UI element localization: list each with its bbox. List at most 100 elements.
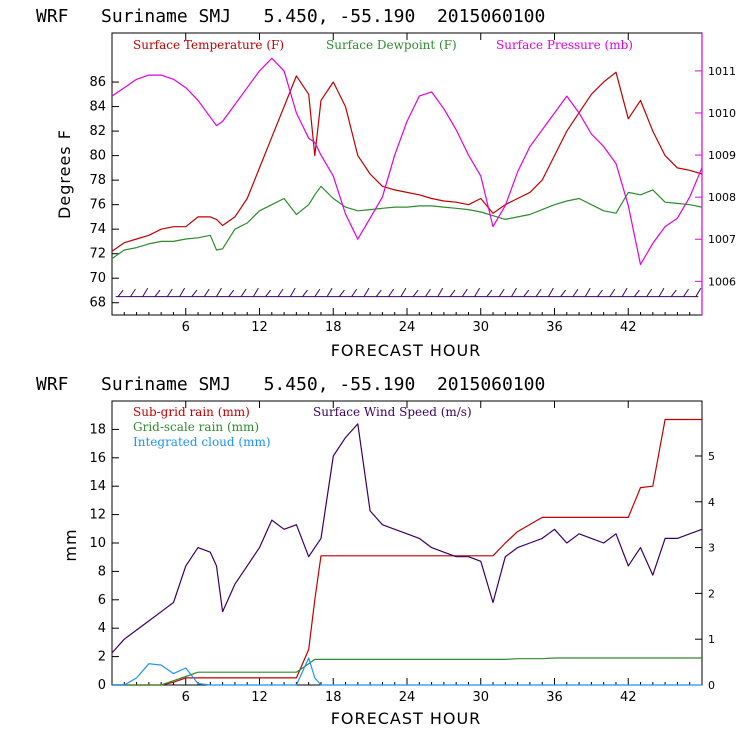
- wind-barb: [228, 289, 235, 297]
- wind-barb: [117, 289, 124, 297]
- x-tick-label: 12: [251, 320, 268, 335]
- y2-ticks: 1006 1007 1008 1009 1010 1011: [695, 65, 736, 288]
- wind-barb: [191, 289, 198, 297]
- x-tick-label: 24: [399, 320, 416, 335]
- legend-pressure: Surface Pressure (mb): [496, 38, 633, 52]
- wind-barb: [375, 289, 382, 297]
- wind-barb: [597, 289, 603, 297]
- chart-title: WRF Suriname SMJ 5.450, -55.190 20150601…: [36, 374, 545, 395]
- series-line-surface-wind-speed: [111, 423, 703, 654]
- wind-barb: [425, 288, 431, 297]
- wind-barb: [658, 287, 665, 297]
- x-tick-label: 6: [182, 690, 190, 705]
- y-tick-label: 0: [98, 678, 106, 693]
- wind-barbs: [115, 287, 702, 298]
- y2-tick-label: 4: [708, 496, 715, 509]
- wind-barb: [498, 288, 505, 297]
- wind-barb: [338, 289, 345, 297]
- wind-barb: [646, 288, 653, 297]
- y2-tick-label: 1009: [708, 149, 736, 162]
- x-tick-label: 30: [472, 690, 489, 705]
- y2-tick-label: 1006: [708, 275, 736, 288]
- wind-barb: [314, 288, 321, 297]
- wind-barb: [449, 289, 456, 297]
- y-ticks: 68 70 72 74 76 78 80 82 84 86: [89, 75, 119, 311]
- y-tick-label: 14: [89, 479, 106, 494]
- series-lines: [111, 57, 703, 266]
- wind-barb: [461, 288, 468, 297]
- chart-title: WRF Suriname SMJ 5.450, -55.190 20150601…: [36, 6, 545, 27]
- x-axis-label: FORECAST HOUR: [331, 341, 482, 360]
- y-ticks: 0 2 4 6 8 10 12 14 16 18: [89, 422, 119, 693]
- y-tick-label: 76: [89, 198, 106, 213]
- wind-barb: [535, 288, 542, 297]
- series-line-surface-temperature: [111, 71, 703, 252]
- y2-tick-label: 1008: [708, 191, 736, 204]
- series-line-sub-grid-rain: [112, 418, 702, 686]
- y2-tick-label: 5: [708, 450, 715, 463]
- wind-barb: [400, 287, 407, 297]
- wind-barb: [683, 288, 689, 297]
- x-tick-label: 6: [182, 320, 190, 335]
- y-axis-label: Degrees F: [55, 129, 74, 219]
- y-tick-label: 78: [89, 173, 106, 188]
- wind-barb: [584, 287, 591, 297]
- wind-barb: [547, 287, 554, 297]
- y-tick-label: 4: [98, 621, 106, 636]
- legend-temperature: Surface Temperature (F): [133, 38, 284, 52]
- chart-rain-wind: WRF Suriname SMJ 5.450, -55.190 20150601…: [36, 374, 715, 728]
- wind-barb: [486, 289, 493, 297]
- wind-barb: [351, 288, 358, 297]
- wind-barb: [179, 287, 186, 297]
- series-line-surface-pressure: [111, 57, 703, 266]
- y2-tick-label: 1007: [708, 233, 736, 246]
- x-ticks: 6 12 18 24 30 36 42: [123, 33, 691, 335]
- wind-barb: [240, 288, 247, 297]
- wind-barb: [633, 289, 640, 297]
- y-tick-label: 68: [89, 296, 106, 311]
- wind-barb: [142, 287, 149, 297]
- x-tick-label: 30: [472, 320, 489, 335]
- wind-barb: [216, 287, 222, 297]
- y2-tick-label: 2: [708, 587, 715, 600]
- y-tick-label: 12: [89, 508, 106, 523]
- y-tick-label: 10: [89, 536, 106, 551]
- wind-barb: [363, 287, 370, 297]
- wind-barb: [560, 289, 567, 297]
- x-tick-label: 18: [325, 690, 342, 705]
- y-axis-label: mm: [61, 528, 80, 561]
- wind-barb: [670, 289, 677, 297]
- wind-barb: [289, 287, 296, 297]
- wind-barb: [388, 288, 394, 297]
- wind-barb: [203, 288, 210, 297]
- y2-tick-label: 1011: [708, 65, 736, 78]
- legend-dewpoint: Surface Dewpoint (F): [326, 38, 457, 52]
- x-tick-label: 12: [251, 690, 268, 705]
- plot-frame: [111, 32, 703, 316]
- legend-subgrid-rain: Sub-grid rain (mm): [133, 405, 250, 419]
- y-tick-label: 70: [89, 271, 106, 286]
- series-line-integrated-cloud: [112, 657, 702, 686]
- y2-tick-label: 3: [708, 542, 715, 555]
- wind-barb: [572, 288, 579, 297]
- x-tick-label: 36: [546, 320, 563, 335]
- y-tick-label: 80: [89, 149, 106, 164]
- wind-barb: [523, 289, 530, 297]
- wind-barb: [154, 289, 161, 297]
- x-tick-label: 42: [620, 690, 637, 705]
- y-tick-label: 18: [89, 422, 106, 437]
- wind-barb: [265, 289, 272, 297]
- wind-barb: [130, 288, 136, 297]
- wind-barb: [412, 289, 419, 297]
- x-tick-label: 36: [546, 690, 563, 705]
- y-tick-label: 86: [89, 75, 106, 90]
- wind-barb: [609, 288, 616, 297]
- y2-tick-label: 1: [708, 633, 715, 646]
- x-tick-label: 24: [399, 690, 416, 705]
- y2-tick-label: 0: [708, 679, 715, 692]
- wind-barb: [326, 287, 333, 297]
- x-tick-label: 42: [620, 320, 637, 335]
- y2-ticks: 0 1 2 3 4 5: [695, 450, 715, 692]
- wind-barb: [474, 287, 481, 297]
- legend-grid-rain: Grid-scale rain (mm): [133, 420, 259, 434]
